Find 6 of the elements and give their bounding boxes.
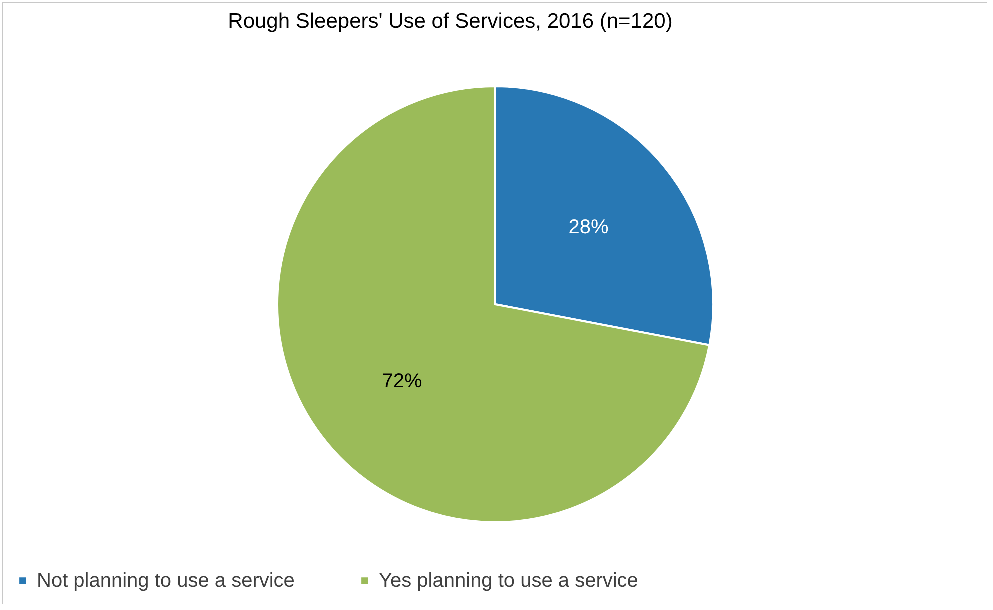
chart-title: Rough Sleepers' Use of Services, 2016 (n=120) <box>228 10 673 33</box>
data-label: 28% <box>568 216 609 238</box>
legend-label: Yes planning to use a service <box>379 570 638 592</box>
pie-slice <box>276 86 711 524</box>
legend-label: Not planning to use a service <box>37 570 295 592</box>
data-label: 72% <box>382 370 422 393</box>
